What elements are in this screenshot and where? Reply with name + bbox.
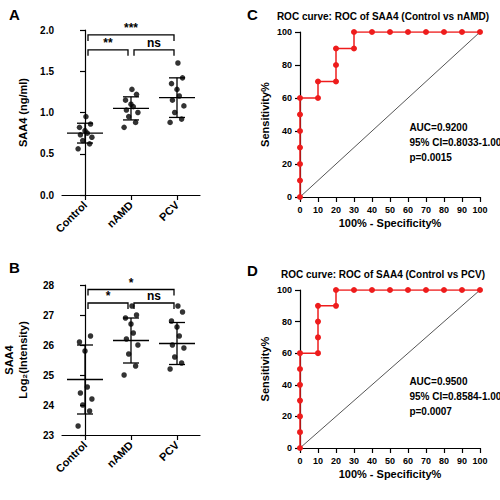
svg-text:100: 100 bbox=[472, 205, 487, 215]
svg-text:1.5: 1.5 bbox=[40, 66, 54, 77]
svg-text:***: *** bbox=[124, 21, 138, 35]
svg-text:Log₂(Intensity): Log₂(Intensity) bbox=[17, 321, 29, 399]
svg-text:100: 100 bbox=[277, 285, 292, 295]
svg-text:AUC=0.9500: AUC=0.9500 bbox=[409, 376, 468, 387]
svg-text:SAA4: SAA4 bbox=[3, 344, 15, 374]
svg-text:AUC=0.9200: AUC=0.9200 bbox=[409, 122, 468, 133]
svg-text:D: D bbox=[247, 262, 258, 279]
svg-text:1.0: 1.0 bbox=[40, 107, 54, 118]
svg-text:*: * bbox=[129, 276, 134, 290]
svg-text:40: 40 bbox=[282, 126, 292, 136]
svg-text:0: 0 bbox=[287, 192, 292, 202]
svg-text:40: 40 bbox=[367, 456, 377, 466]
svg-text:70: 70 bbox=[421, 456, 431, 466]
svg-text:50: 50 bbox=[385, 456, 395, 466]
svg-text:ns: ns bbox=[147, 36, 161, 50]
svg-text:27: 27 bbox=[43, 310, 55, 321]
svg-text:*: * bbox=[106, 289, 111, 303]
svg-text:0.5: 0.5 bbox=[40, 148, 54, 159]
svg-text:80: 80 bbox=[439, 456, 449, 466]
svg-text:70: 70 bbox=[421, 205, 431, 215]
svg-text:10: 10 bbox=[313, 205, 323, 215]
svg-text:20: 20 bbox=[282, 411, 292, 421]
svg-text:0: 0 bbox=[297, 456, 302, 466]
svg-text:90: 90 bbox=[457, 205, 467, 215]
svg-text:95% CI=0.8584-1.000: 95% CI=0.8584-1.000 bbox=[409, 391, 500, 402]
svg-text:50: 50 bbox=[385, 205, 395, 215]
svg-text:30: 30 bbox=[349, 456, 359, 466]
svg-text:25: 25 bbox=[43, 370, 55, 381]
svg-text:10: 10 bbox=[313, 456, 323, 466]
svg-text:0.0: 0.0 bbox=[40, 190, 54, 201]
svg-text:100% - Specificity%: 100% - Specificity% bbox=[339, 217, 442, 229]
svg-text:20: 20 bbox=[282, 159, 292, 169]
svg-text:100% - Specificity%: 100% - Specificity% bbox=[339, 468, 442, 480]
svg-text:0: 0 bbox=[287, 443, 292, 453]
svg-text:Sensitivity%: Sensitivity% bbox=[259, 82, 271, 147]
svg-text:60: 60 bbox=[282, 348, 292, 358]
svg-text:40: 40 bbox=[367, 205, 377, 215]
svg-text:Sensitivity%: Sensitivity% bbox=[259, 336, 271, 401]
svg-text:Control: Control bbox=[53, 439, 89, 475]
svg-text:26: 26 bbox=[43, 340, 55, 351]
svg-text:SAA4 (ng/ml): SAA4 (ng/ml) bbox=[17, 78, 29, 147]
svg-text:20: 20 bbox=[331, 205, 341, 215]
svg-text:0: 0 bbox=[297, 205, 302, 215]
svg-text:60: 60 bbox=[403, 456, 413, 466]
svg-text:B: B bbox=[9, 259, 20, 276]
svg-text:90: 90 bbox=[457, 456, 467, 466]
svg-text:ns: ns bbox=[147, 289, 161, 303]
svg-text:PCV: PCV bbox=[157, 198, 182, 223]
svg-text:23: 23 bbox=[43, 430, 55, 441]
svg-text:2.0: 2.0 bbox=[40, 25, 54, 36]
svg-text:80: 80 bbox=[439, 205, 449, 215]
svg-text:20: 20 bbox=[331, 456, 341, 466]
svg-text:nAMD: nAMD bbox=[104, 199, 135, 230]
svg-text:100: 100 bbox=[472, 456, 487, 466]
svg-text:Control: Control bbox=[53, 199, 89, 235]
svg-text:nAMD: nAMD bbox=[104, 439, 135, 470]
svg-text:A: A bbox=[9, 6, 20, 23]
svg-text:80: 80 bbox=[282, 317, 292, 327]
svg-text:ROC curve: ROC of SAA4 (Contro: ROC curve: ROC of SAA4 (Control vs PCV) bbox=[281, 269, 485, 280]
svg-text:28: 28 bbox=[43, 280, 55, 291]
svg-text:100: 100 bbox=[277, 27, 292, 37]
svg-text:95% CI=0.8033-1.000: 95% CI=0.8033-1.000 bbox=[409, 137, 500, 148]
svg-text:30: 30 bbox=[349, 205, 359, 215]
svg-text:**: ** bbox=[103, 36, 113, 50]
svg-text:p=0.0015: p=0.0015 bbox=[409, 152, 452, 163]
svg-text:80: 80 bbox=[282, 60, 292, 70]
svg-text:40: 40 bbox=[282, 380, 292, 390]
svg-text:C: C bbox=[247, 6, 258, 23]
svg-text:60: 60 bbox=[403, 205, 413, 215]
svg-text:p=0.0007: p=0.0007 bbox=[409, 406, 452, 417]
svg-text:24: 24 bbox=[43, 400, 55, 411]
svg-text:PCV: PCV bbox=[157, 438, 182, 463]
svg-text:60: 60 bbox=[282, 93, 292, 103]
svg-text:ROC curve: ROC of SAA4 (Contro: ROC curve: ROC of SAA4 (Control vs nAMD) bbox=[277, 11, 489, 22]
